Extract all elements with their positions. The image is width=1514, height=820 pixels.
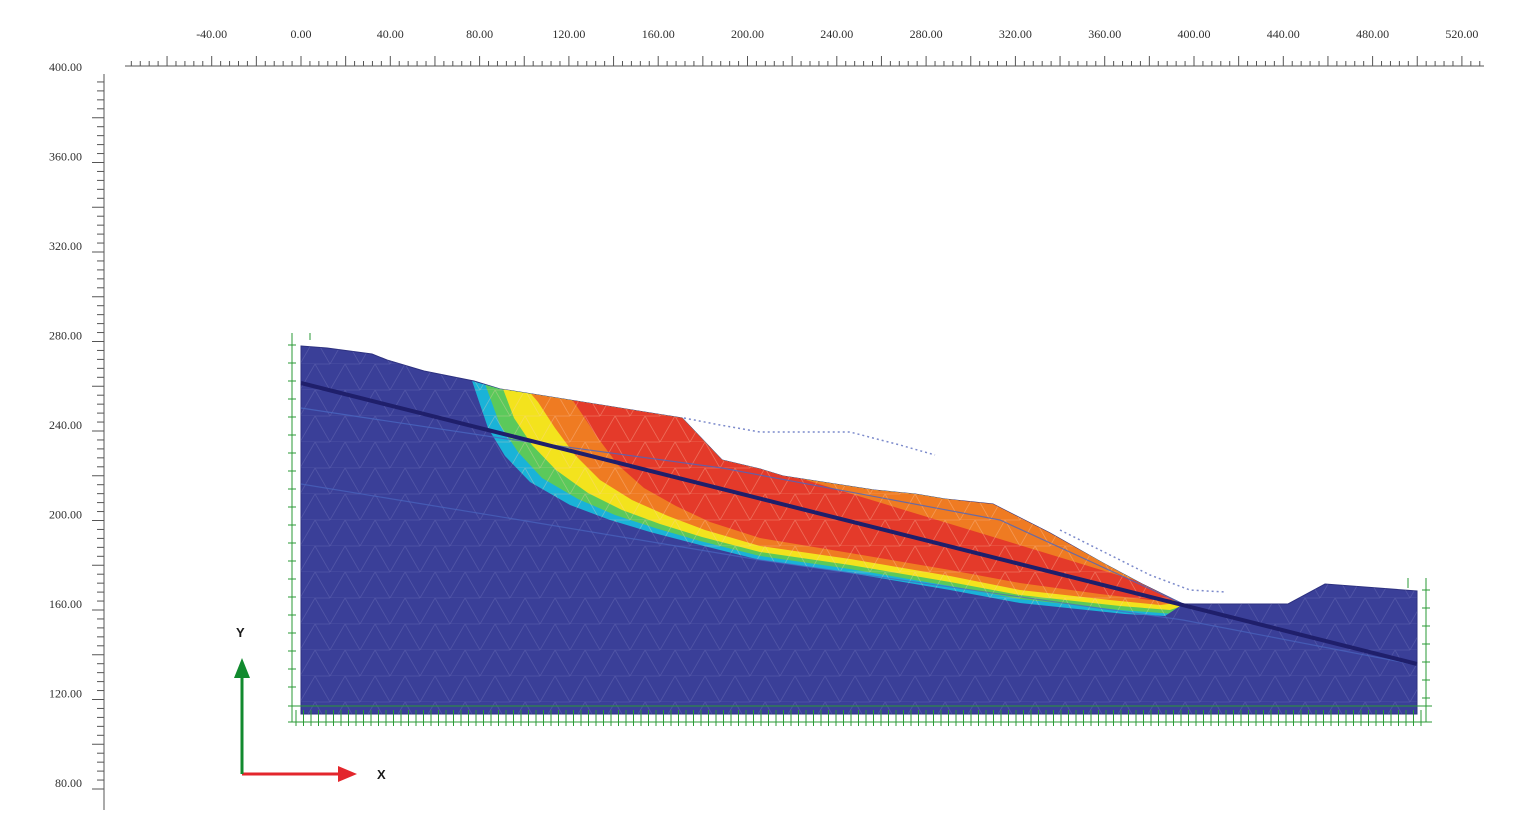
left-ruler-label: 400.00	[49, 60, 82, 74]
layer-boundary-upper	[300, 407, 1184, 605]
phreatic-line[interactable]	[300, 381, 1418, 666]
top-ruler-label: 80.00	[466, 27, 493, 41]
top-ruler-label: -40.00	[196, 27, 227, 41]
left-ruler-minor-ticks	[92, 81, 104, 790]
axis-y-arrow-icon	[234, 658, 250, 678]
boundary-conditions[interactable]	[288, 333, 1432, 726]
left-ruler-label: 240.00	[49, 418, 82, 432]
slope-model[interactable]	[288, 333, 1432, 726]
top-ruler-major-ticks: -40.00 0.00 40.00 80.00 120.00 160.00 200.00 24…	[196, 27, 1478, 41]
top-ruler-label: 520.00	[1445, 27, 1478, 41]
top-ruler-label: 40.00	[377, 27, 404, 41]
top-ruler-label: 200.00	[731, 27, 764, 41]
left-ruler-label: 120.00	[49, 687, 82, 701]
layer-boundary-lower	[300, 483, 1418, 666]
top-ruler-label: 480.00	[1356, 27, 1389, 41]
top-ruler-label: 240.00	[820, 27, 853, 41]
left-ruler-label: 280.00	[49, 329, 82, 343]
axis-gizmo: X Y	[234, 625, 386, 782]
original-surface-dotted-line	[683, 417, 936, 456]
top-ruler-label: 360.00	[1088, 27, 1121, 41]
axis-x-arrow-icon	[338, 766, 357, 782]
top-ruler-label: 120.00	[552, 27, 585, 41]
left-ruler: 400.00 360.00 320.00 280.00 240.00 200.00 160.…	[49, 60, 105, 810]
original-surface-dotted-line-lower	[1059, 529, 1226, 593]
top-ruler-label: 400.00	[1178, 27, 1211, 41]
axis-y-label: Y	[236, 625, 245, 640]
left-ruler-label: 80.00	[55, 776, 82, 790]
left-ruler-label: 360.00	[49, 150, 82, 164]
top-ruler-label: 280.00	[910, 27, 943, 41]
left-ruler-label: 320.00	[49, 239, 82, 253]
top-ruler-label: 440.00	[1267, 27, 1300, 41]
top-ruler-label: 320.00	[999, 27, 1032, 41]
axis-x-label: X	[377, 767, 386, 782]
fixity-ticks	[288, 344, 1430, 726]
top-ruler: -40.00 0.00 40.00 80.00 120.00 160.00 200.00 24…	[125, 27, 1484, 67]
left-ruler-label: 200.00	[49, 508, 82, 522]
top-ruler-minor-ticks	[130, 56, 1481, 66]
left-ruler-major-ticks: 400.00 360.00 320.00 280.00 240.00 200.00 160.…	[49, 60, 82, 790]
top-ruler-label: 160.00	[642, 27, 675, 41]
top-ruler-label: 0.00	[291, 27, 312, 41]
left-ruler-label: 160.00	[49, 597, 82, 611]
